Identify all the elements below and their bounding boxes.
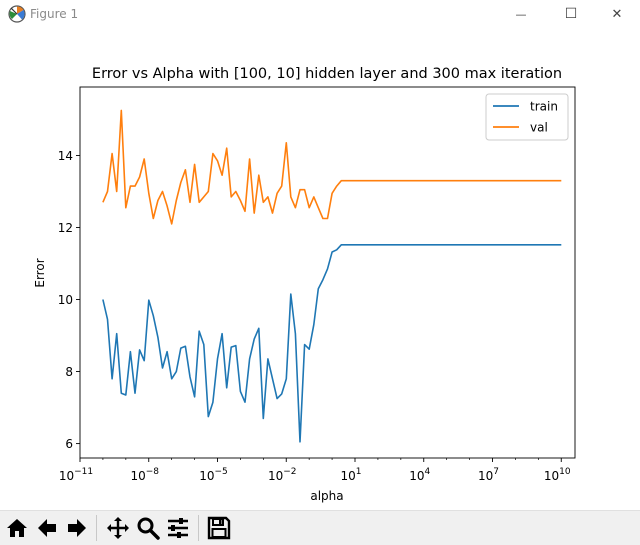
x-tick-label: 104 [409,467,430,483]
zoom-button[interactable] [134,514,162,542]
pan-icon [107,517,129,539]
x-tick-label: 107 [478,467,499,483]
close-icon: ✕ [611,6,623,22]
line-chart: 10−11 10−8 10−5 10−2 101 104 107 1010 6 8 10 12 14 E… [33,66,576,503]
y-tick-label: 10 [58,293,73,307]
minimize-icon: — [515,7,527,21]
close-button[interactable]: ✕ [594,0,640,28]
back-button[interactable] [33,514,61,542]
home-icon [7,519,27,537]
toolbar-separator [96,515,97,541]
y-tick-label: 12 [58,221,73,235]
maximize-icon: ☐ [564,6,578,22]
back-arrow-icon [38,519,56,537]
x-tick-label: 10−2 [268,467,297,483]
x-tick-label: 10−11 [59,467,93,483]
save-icon [207,516,231,540]
x-tick-label: 1010 [544,467,571,483]
series-line-val [102,109,562,225]
minimize-button[interactable]: — [498,0,544,28]
chart-title: Error vs Alpha with [100, 10] hidden lay… [92,66,562,82]
y-tick-label: 8 [65,365,73,379]
matplotlib-app-icon [8,5,26,23]
y-axis-label: Error [33,258,47,287]
configure-subplots-icon [168,518,188,538]
navigation-toolbar [0,510,640,545]
y-tick-label: 14 [58,149,73,163]
plot-area [79,86,576,459]
figure-canvas[interactable]: 10−11 10−8 10−5 10−2 101 104 107 1010 6 8 10 12 14 E… [0,28,640,510]
legend-label-train: train [530,100,558,114]
forward-arrow-icon [68,519,86,537]
home-button[interactable] [3,514,31,542]
x-axis-label: alpha [310,489,343,503]
x-tick-label: 10−8 [130,467,159,483]
legend: train val [485,93,569,141]
pan-button[interactable] [104,514,132,542]
series-line-train [102,244,562,443]
x-tick-label: 10−5 [199,467,228,483]
configure-subplots-button[interactable] [164,514,192,542]
window-title: Figure 1 [30,7,79,21]
x-tick-label: 101 [340,467,361,483]
toolbar-separator [198,515,199,541]
save-button[interactable] [205,514,233,542]
zoom-icon [137,517,160,540]
maximize-button[interactable]: ☐ [548,0,594,28]
forward-button[interactable] [63,514,91,542]
y-tick-label: 6 [65,437,73,451]
window-titlebar: Figure 1 — ☐ ✕ [0,0,640,28]
legend-label-val: val [530,121,548,135]
